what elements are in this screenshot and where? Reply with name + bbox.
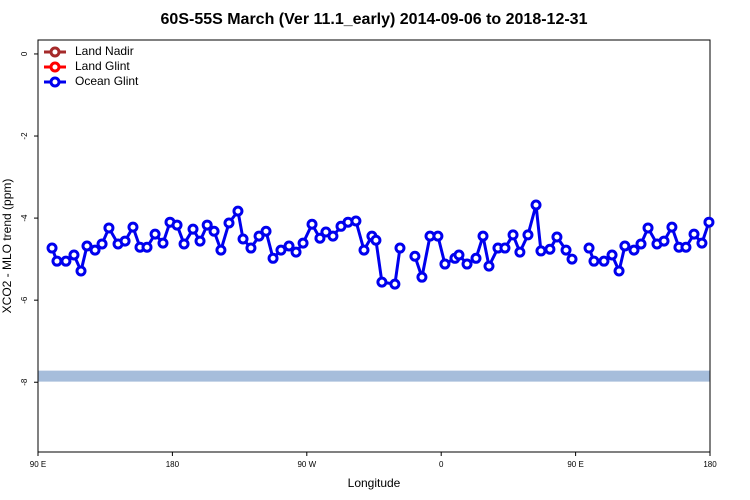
data-point [103,222,115,234]
data-point [232,205,244,217]
data-point [370,234,382,246]
data-point [283,240,295,252]
data-point [688,228,700,240]
data-point [171,219,183,231]
data-point [606,249,618,261]
data-point [306,218,318,230]
data-point [237,233,249,245]
data-point [223,217,235,229]
x-axis-label: Longitude [348,476,401,490]
data-point [703,216,715,228]
data-point [619,240,631,252]
data-point [119,235,131,247]
data-point [253,230,265,242]
data-point [275,244,287,256]
x-tick-label: 180 [703,460,717,469]
data-point [149,228,161,240]
x-tick-label: 0 [439,460,444,469]
data-point [635,238,647,250]
y-tick-label: 0 [20,51,29,56]
data-point [297,237,309,249]
data-point [566,253,578,265]
data-point [560,244,572,256]
data-point [187,223,199,235]
data-point [89,244,101,256]
data-point [598,255,610,267]
data-point [530,199,542,211]
data-point [696,237,708,249]
data-point [507,229,519,241]
data-point [314,232,326,244]
data-point [260,225,272,237]
data-point [60,255,72,267]
data-point [350,215,362,227]
data-point [522,229,534,241]
data-point [680,241,692,253]
data-point [470,252,482,264]
data-point [96,238,108,250]
y-tick-label: -2 [20,132,29,140]
data-point [358,244,370,256]
data-point [409,250,421,262]
x-tick-label: 90 E [567,460,583,469]
data-point [194,235,206,247]
data-point [389,278,401,290]
data-point [628,244,640,256]
data-point [201,219,213,231]
data-point [245,242,257,254]
legend-marker [49,61,61,73]
data-point [394,242,406,254]
y-axis-label: XCO2 - MLO trend (ppm) [0,179,14,314]
data-point [68,249,80,261]
data-point [658,235,670,247]
y-tick-label: -4 [20,214,29,222]
x-tick-label: 90 W [297,460,316,469]
data-point [642,222,654,234]
data-point [208,225,220,237]
y-tick-label: -8 [20,378,29,386]
y-tick-label: -6 [20,296,29,304]
chart-title: 60S-55S March (Ver 11.1_early) 2014-09-0… [161,11,588,28]
legend-label: Land Nadir [75,44,134,58]
data-point [499,242,511,254]
x-tick-label: 90 E [30,460,46,469]
data-point [290,246,302,258]
data-point [544,243,556,255]
legend-marker [49,76,61,88]
data-point [588,255,600,267]
data-point [327,230,339,242]
legend-label: Ocean Glint [75,74,139,88]
data-point [535,245,547,257]
data-point [178,238,190,250]
data-point [432,230,444,242]
data-point [157,237,169,249]
data-point [46,242,58,254]
legend-label: Land Glint [75,59,130,73]
data-point [81,240,93,252]
data-point [416,271,428,283]
plot-frame [37,39,711,453]
data-point [267,252,279,264]
data-point [583,242,595,254]
legend-marker [49,46,61,58]
data-point [477,230,489,242]
data-point [51,255,63,267]
data-point [483,260,495,272]
x-tick-label: 180 [166,460,180,469]
data-point [666,221,678,233]
data-point [453,249,465,261]
data-point [215,244,227,256]
data-point [551,231,563,243]
data-point [439,258,451,270]
data-point [75,265,87,277]
data-point [376,276,388,288]
data-point [613,265,625,277]
data-point [127,221,139,233]
data-point [514,246,526,258]
data-point [141,241,153,253]
data-point [461,258,473,270]
